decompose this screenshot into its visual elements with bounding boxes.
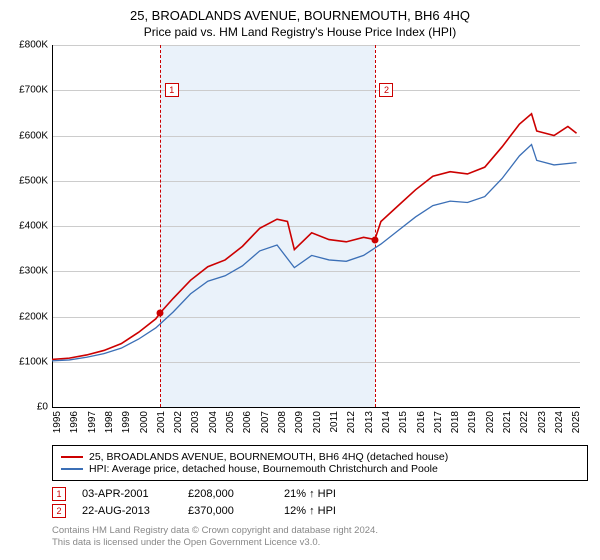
y-axis-label: £100K — [19, 356, 52, 367]
transaction-point-2 — [371, 236, 378, 243]
x-axis-label: 1997 — [87, 411, 98, 433]
x-axis-label: 2022 — [519, 411, 530, 433]
x-axis-label: 2012 — [346, 411, 357, 433]
x-axis-label: 2025 — [571, 411, 582, 433]
y-axis-label: £400K — [19, 221, 52, 232]
x-axis-label: 2015 — [398, 411, 409, 433]
chart-marker-1: 1 — [165, 83, 179, 97]
y-axis-label: £600K — [19, 130, 52, 141]
legend-row-property: 25, BROADLANDS AVENUE, BOURNEMOUTH, BH6 … — [61, 451, 579, 463]
transaction-delta-2: 12% ↑ HPI — [284, 505, 364, 517]
x-axis-label: 2011 — [329, 411, 340, 433]
transaction-rows: 1 03-APR-2001 £208,000 21% ↑ HPI 2 22-AU… — [52, 487, 588, 521]
transaction-badge-2: 2 — [52, 504, 66, 518]
x-axis-label: 2023 — [537, 411, 548, 433]
x-axis-label: 2013 — [364, 411, 375, 433]
chart-plot-area: £0£100K£200K£300K£400K£500K£600K£700K£80… — [52, 45, 580, 407]
x-axis-label: 2019 — [467, 411, 478, 433]
transaction-price-2: £370,000 — [188, 505, 268, 517]
x-axis-label: 2006 — [242, 411, 253, 433]
x-axis-label: 2003 — [190, 411, 201, 433]
chart-container: 25, BROADLANDS AVENUE, BOURNEMOUTH, BH6 … — [0, 0, 600, 560]
x-axis-label: 1995 — [52, 411, 63, 433]
chart-marker-2: 2 — [379, 83, 393, 97]
legend-swatch-hpi — [61, 468, 83, 470]
legend-swatch-property — [61, 456, 83, 458]
transaction-date-1: 03-APR-2001 — [82, 488, 172, 500]
x-axis-label: 2020 — [485, 411, 496, 433]
y-axis-label: £300K — [19, 266, 52, 277]
x-axis-label: 2016 — [416, 411, 427, 433]
chart-title: 25, BROADLANDS AVENUE, BOURNEMOUTH, BH6 … — [12, 8, 588, 23]
x-axis-label: 2009 — [294, 411, 305, 433]
legend-label-hpi: HPI: Average price, detached house, Bour… — [89, 463, 438, 475]
chart-subtitle: Price paid vs. HM Land Registry's House … — [12, 25, 588, 39]
x-axis-label: 2017 — [433, 411, 444, 433]
y-axis-label: £500K — [19, 175, 52, 186]
x-axis-label: 1996 — [69, 411, 80, 433]
transaction-date-2: 22-AUG-2013 — [82, 505, 172, 517]
y-axis-label: £0 — [37, 402, 52, 413]
transaction-row-2: 2 22-AUG-2013 £370,000 12% ↑ HPI — [52, 504, 588, 518]
x-axis-label: 2010 — [312, 411, 323, 433]
title-block: 25, BROADLANDS AVENUE, BOURNEMOUTH, BH6 … — [12, 8, 588, 45]
x-axis-label: 2005 — [225, 411, 236, 433]
legend-label-property: 25, BROADLANDS AVENUE, BOURNEMOUTH, BH6 … — [89, 451, 448, 463]
transaction-point-1 — [157, 309, 164, 316]
y-axis-label: £700K — [19, 85, 52, 96]
chart-legend: 25, BROADLANDS AVENUE, BOURNEMOUTH, BH6 … — [52, 445, 588, 481]
y-axis-label: £200K — [19, 311, 52, 322]
x-axis-label: 2021 — [502, 411, 513, 433]
x-axis-label: 2008 — [277, 411, 288, 433]
x-axis-label: 2001 — [156, 411, 167, 433]
legend-row-hpi: HPI: Average price, detached house, Bour… — [61, 463, 579, 475]
x-axis-label: 2024 — [554, 411, 565, 433]
transaction-delta-1: 21% ↑ HPI — [284, 488, 364, 500]
x-axis-label: 2002 — [173, 411, 184, 433]
x-axis-label: 2018 — [450, 411, 461, 433]
x-axis-label: 2007 — [260, 411, 271, 433]
x-axis-label: 2004 — [208, 411, 219, 433]
footer-line-1: Contains HM Land Registry data © Crown c… — [52, 525, 588, 537]
footer-line-2: This data is licensed under the Open Gov… — [52, 537, 588, 549]
x-axis-labels: 1995 1996 1997 1998 1999 2000 2001 2002 2003 2004… — [52, 409, 580, 439]
transaction-price-1: £208,000 — [188, 488, 268, 500]
x-axis-label: 2014 — [381, 411, 392, 433]
y-axis-label: £800K — [19, 40, 52, 51]
chart-footer: Contains HM Land Registry data © Crown c… — [52, 525, 588, 549]
transaction-badge-1: 1 — [52, 487, 66, 501]
transaction-row-1: 1 03-APR-2001 £208,000 21% ↑ HPI — [52, 487, 588, 501]
x-axis-label: 1999 — [121, 411, 132, 433]
x-axis-label: 2000 — [139, 411, 150, 433]
x-axis-label: 1998 — [104, 411, 115, 433]
